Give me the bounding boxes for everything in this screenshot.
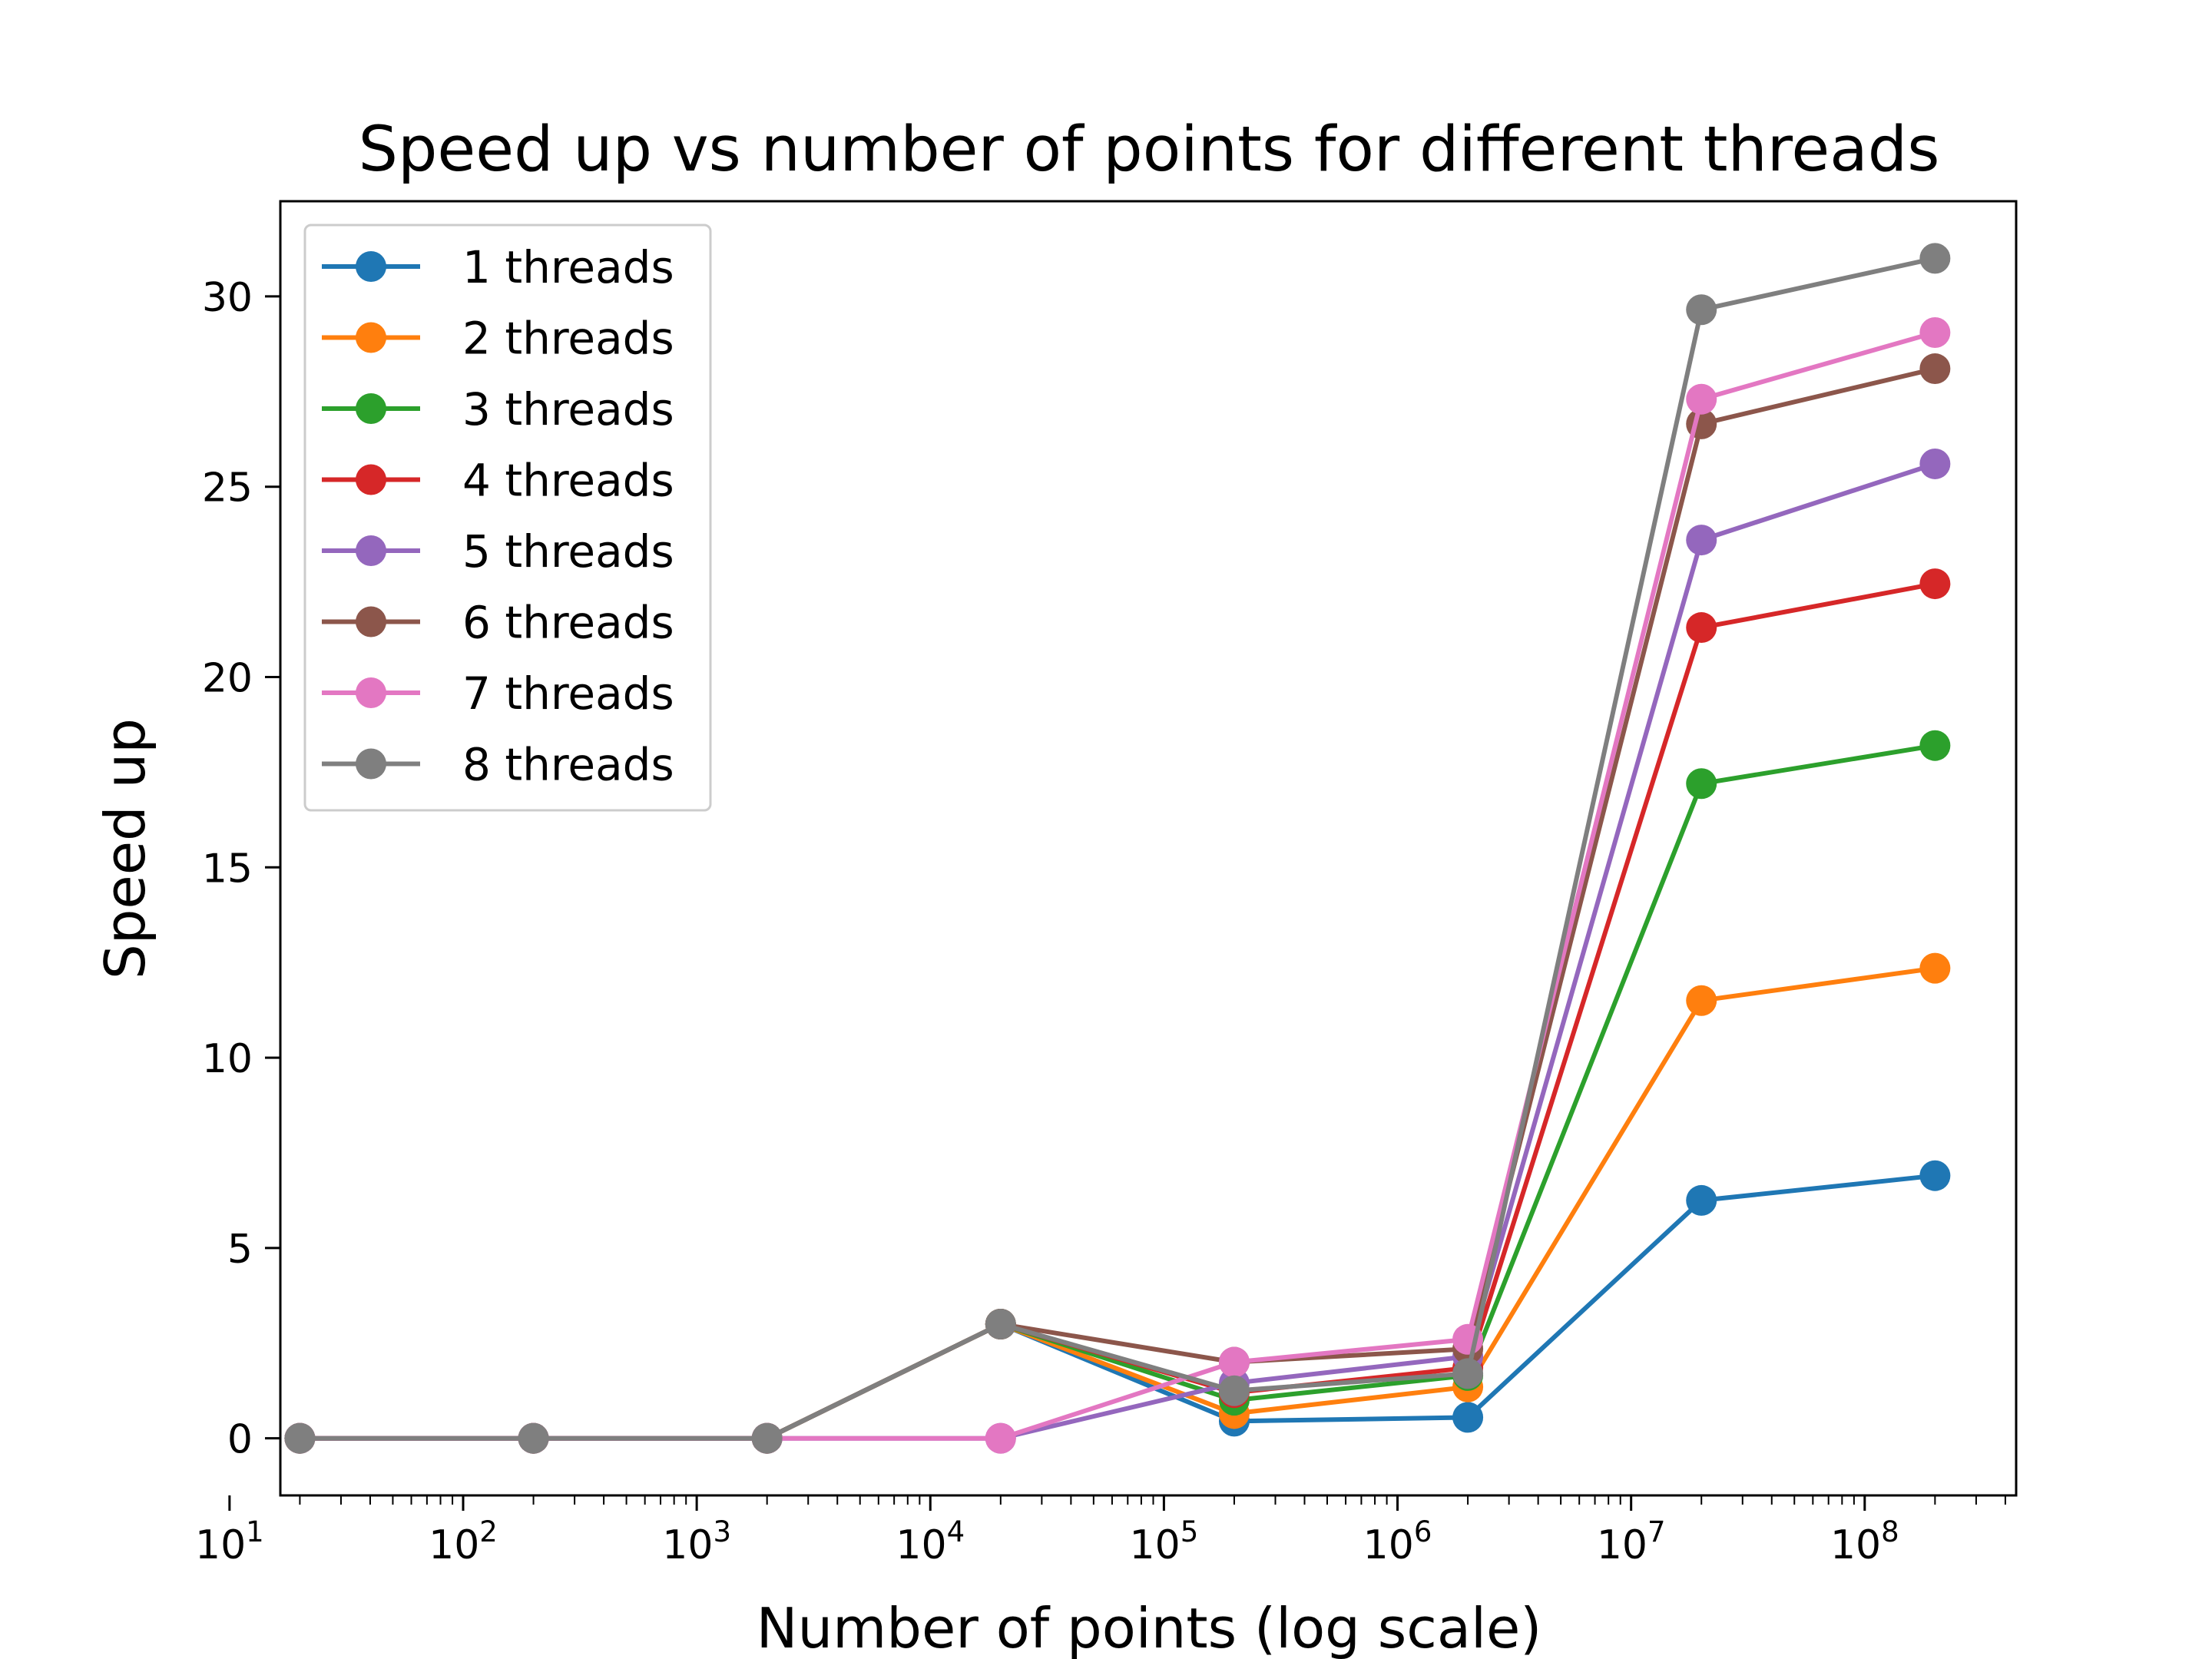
legend-item: 4 threads <box>322 455 674 507</box>
legend-swatch-marker <box>356 535 386 566</box>
data-point <box>1919 730 1951 761</box>
x-tick-label: 108 <box>1830 1515 1899 1568</box>
x-axis-label: Number of points (log scale) <box>757 1596 1542 1659</box>
legend-box <box>303 224 712 812</box>
data-point <box>1919 448 1951 479</box>
data-point <box>1919 316 1951 348</box>
data-point <box>1686 294 1717 326</box>
x-tick-label-exponent: 3 <box>713 1515 731 1548</box>
legend-swatch-marker <box>356 251 386 282</box>
data-point <box>1919 1160 1951 1191</box>
legend-label: 4 threads <box>462 455 674 507</box>
x-tick-label-exponent: 6 <box>1414 1515 1432 1548</box>
legend-item: 3 threads <box>322 383 674 435</box>
x-tick-label-exponent: 5 <box>1181 1515 1199 1548</box>
x-tick-label: 107 <box>1597 1515 1666 1568</box>
x-tick-label-exponent: 1 <box>246 1515 264 1548</box>
x-tick-label-base: 10 <box>896 1522 946 1568</box>
legend-item: 8 threads <box>322 739 674 791</box>
data-point <box>1686 1184 1717 1216</box>
legend-item: 2 threads <box>322 313 674 365</box>
legend-swatch-marker <box>356 606 386 637</box>
legend-item: 5 threads <box>322 525 674 578</box>
x-tick-label-exponent: 8 <box>1881 1515 1899 1548</box>
y-tick-label: 25 <box>202 465 253 512</box>
legend-swatch-marker <box>356 677 386 708</box>
legend-label: 2 threads <box>462 313 674 365</box>
plot-area-frame <box>279 200 2018 1497</box>
data-point <box>1919 353 1951 385</box>
y-tick-label: 5 <box>227 1227 253 1273</box>
x-tick-label-base: 10 <box>429 1522 479 1568</box>
legend-swatch-marker <box>356 464 386 495</box>
data-point <box>1686 612 1717 644</box>
x-tick-label: 106 <box>1363 1515 1432 1568</box>
legend-item: 7 threads <box>322 667 674 720</box>
x-tick-label: 104 <box>896 1515 965 1568</box>
data-point <box>518 1422 549 1454</box>
x-tick-label-base: 10 <box>1597 1522 1647 1568</box>
legend-label: 6 threads <box>462 597 674 649</box>
y-tick-label: 15 <box>202 846 253 892</box>
data-point <box>1919 243 1951 274</box>
series-layer <box>284 243 1951 1454</box>
x-tick-label-base: 10 <box>195 1522 246 1568</box>
x-tick-label: 102 <box>429 1515 498 1568</box>
data-point <box>1686 383 1717 415</box>
legend-label: 3 threads <box>462 383 674 435</box>
data-point <box>1686 985 1717 1016</box>
y-tick-label: 30 <box>202 275 253 321</box>
x-tick-label: 105 <box>1130 1515 1199 1568</box>
data-point <box>751 1422 783 1454</box>
data-point <box>1686 768 1717 800</box>
x-axis-ticks: 101 102 103 104 105 106 107 108 <box>195 1495 2006 1568</box>
x-tick-label: 103 <box>662 1515 731 1568</box>
legend: 1 threads 2 threads 3 threads 4 threads 5 th… <box>303 224 712 812</box>
x-tick-label-base: 10 <box>1830 1522 1881 1568</box>
y-tick-label: 10 <box>202 1036 253 1082</box>
data-point <box>284 1422 316 1454</box>
legend-item: 1 threads <box>322 241 674 293</box>
chart-title: Speed up vs number of points for differe… <box>359 114 1940 186</box>
data-point <box>1218 1375 1250 1406</box>
data-point <box>1452 1402 1484 1433</box>
x-tick-label-exponent: 7 <box>1647 1515 1666 1548</box>
y-axis-label: Speed up <box>93 718 157 979</box>
x-tick-label-base: 10 <box>1130 1522 1181 1568</box>
legend-label: 1 threads <box>462 241 674 293</box>
series-8-threads <box>284 243 1951 1454</box>
legend-item: 6 threads <box>322 597 674 649</box>
data-point <box>985 1308 1016 1339</box>
legend-label: 5 threads <box>462 525 674 578</box>
y-axis-ticks: 0 5 10 15 20 25 30 <box>202 275 280 1463</box>
y-tick-label: 0 <box>227 1417 253 1463</box>
data-point <box>1919 568 1951 600</box>
data-point <box>1218 1346 1250 1378</box>
data-point <box>985 1422 1016 1454</box>
legend-label: 7 threads <box>462 667 674 720</box>
x-tick-label-base: 10 <box>1363 1522 1414 1568</box>
x-tick-label: 101 <box>195 1515 264 1568</box>
legend-label: 8 threads <box>462 739 674 791</box>
legend-swatch-marker <box>356 322 386 353</box>
x-tick-label-exponent: 4 <box>947 1515 965 1548</box>
legend-swatch-marker <box>356 748 386 780</box>
x-tick-label-base: 10 <box>662 1522 713 1568</box>
data-point <box>1919 952 1951 984</box>
series-line <box>297 256 1938 1441</box>
y-tick-label: 20 <box>202 655 253 701</box>
data-point <box>1686 525 1717 556</box>
legend-swatch-marker <box>356 393 386 424</box>
data-point <box>1452 1358 1484 1389</box>
x-tick-label-exponent: 2 <box>479 1515 498 1548</box>
